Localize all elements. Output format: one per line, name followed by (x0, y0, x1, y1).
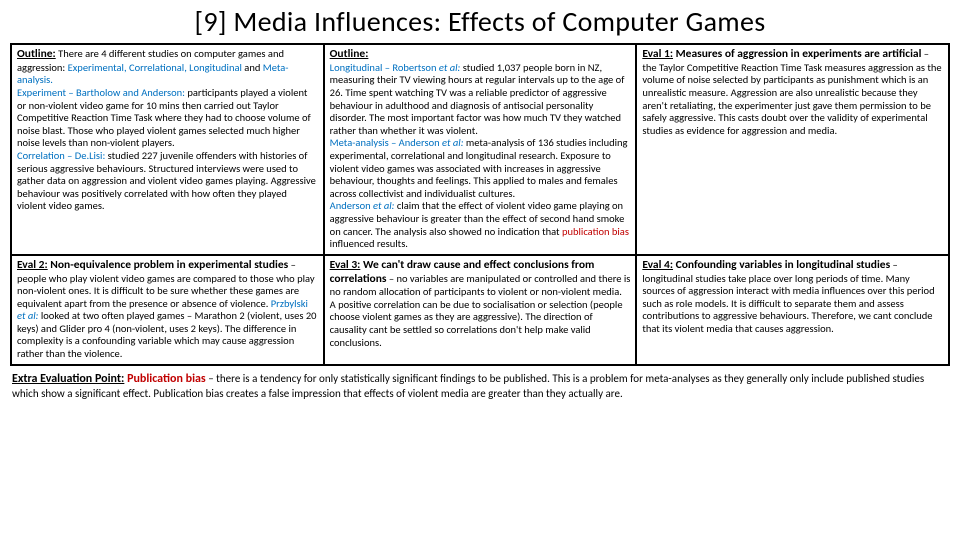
study-types: Experimental, Correlational, Longitudina… (68, 61, 242, 74)
cell-text: influenced results. (330, 237, 408, 250)
cell-text: – the Taylor Competitive Reaction Time T… (642, 47, 941, 137)
cell-eval-3: Eval 3: We can't draw cause and effect c… (324, 255, 637, 365)
study-label: Longitudinal – Robertson et al: (330, 61, 461, 74)
study-label: Experiment – Bartholow and Anderson: (17, 86, 185, 99)
cell-eval-1: Eval 1: Measures of aggression in experi… (636, 44, 949, 255)
study-label: Anderson et al: (330, 199, 395, 212)
cell-outline-2: Outline: Longitudinal – Robertson et al:… (324, 44, 637, 255)
cell-text: looked at two often played games – Marat… (17, 309, 316, 360)
extra-heading: Extra Evaluation Point: (12, 372, 124, 386)
extra-evaluation: Extra Evaluation Point: Publication bias… (10, 372, 950, 401)
publication-bias-label: Publication bias (124, 372, 205, 386)
cell-text: and (242, 61, 263, 74)
cell-subhead: Measures of aggression in experiments ar… (673, 47, 921, 61)
cell-subhead: Non-equivalence problem in experimental … (48, 258, 289, 272)
cell-eval-4: Eval 4: Confounding variables in longitu… (636, 255, 949, 365)
study-label: Correlation – De.Lisi: (17, 149, 105, 162)
cell-outline-1: Outline: There are 4 different studies o… (11, 44, 324, 255)
cell-heading: Outline: (330, 47, 369, 61)
study-label: Meta-analysis – Anderson et al: (330, 136, 464, 149)
cell-heading: Eval 3: (330, 258, 361, 272)
cell-heading: Eval 2: (17, 258, 48, 272)
content-grid: Outline: There are 4 different studies o… (10, 43, 950, 366)
cell-subhead: Confounding variables in longitudinal st… (673, 258, 890, 272)
cell-heading: Eval 4: (642, 258, 673, 272)
cell-eval-2: Eval 2: Non-equivalence problem in exper… (11, 255, 324, 365)
cell-heading: Eval 1: (642, 47, 673, 61)
cell-heading: Outline: (17, 47, 56, 61)
page-title: [9] Media Influences: Effects of Compute… (10, 4, 950, 39)
publication-bias: publication bias (562, 225, 629, 238)
